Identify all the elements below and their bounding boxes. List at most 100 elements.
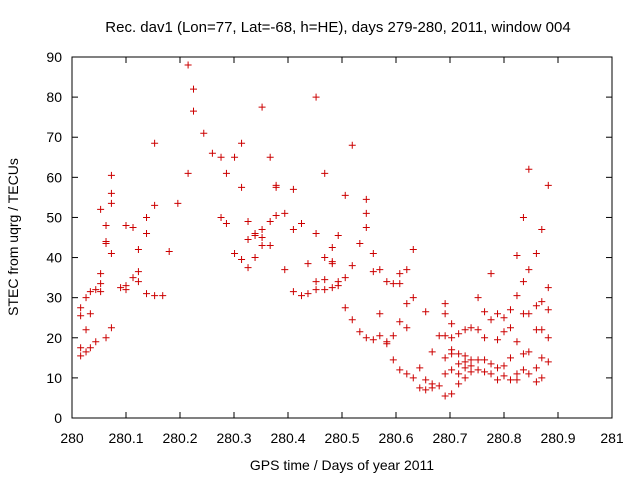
data-point [513,292,521,300]
data-point [448,366,456,374]
data-point [532,250,540,258]
data-point [328,284,336,292]
data-point [403,300,411,308]
data-point [409,246,417,254]
data-point [231,250,239,258]
data-point [487,316,495,324]
y-axis-ticks: 0 10 20 30 40 50 60 70 80 90 [46,49,612,426]
chart-title: Rec. dav1 (Lon=77, Lat=-68, h=HE), days … [105,19,570,36]
data-point [369,250,377,258]
data-point [258,103,266,111]
data-point [513,370,521,378]
data-point [396,318,404,326]
data-point [389,280,397,288]
data-point [416,364,424,372]
data-point [82,294,90,302]
data-point [494,364,502,372]
data-point [151,201,159,209]
data-point [231,153,239,161]
data-point [544,284,552,292]
data-point [455,330,463,338]
data-point [519,278,527,286]
data-point [348,262,356,270]
data-point [281,266,289,274]
data-point [455,350,463,358]
data-point [448,320,456,328]
data-point [506,376,514,384]
data-point [441,300,449,308]
data-point [362,209,370,217]
data-point [159,292,167,300]
data-point [304,290,312,298]
data-point [435,332,443,340]
data-point [403,324,411,332]
data-point [134,246,142,254]
data-point [97,280,105,288]
data-point [474,356,482,364]
data-point [409,374,417,382]
x-tick-label: 280.1 [108,430,143,446]
data-point [122,221,130,229]
data-point [117,284,125,292]
data-point [538,354,546,362]
data-point [97,270,105,278]
data-point [244,236,252,244]
data-point [217,153,225,161]
data-point [165,248,173,256]
data-point [334,231,342,239]
data-point [321,286,329,294]
data-point [82,348,90,356]
data-point [369,336,377,344]
data-point [298,292,305,300]
data-point [525,310,533,318]
x-tick-label: 280.4 [270,430,305,446]
data-point [107,324,115,332]
data-point [506,354,514,362]
data-point [441,354,449,362]
data-point [77,344,85,352]
data-point [538,298,546,306]
data-point [525,348,533,356]
data-point [321,276,329,284]
data-point [321,169,329,177]
data-point [461,374,469,382]
data-point [544,334,552,342]
data-point [92,286,100,294]
data-point [312,93,320,101]
data-point [455,380,463,388]
data-point [107,199,115,207]
data-point [134,268,142,276]
data-point [289,288,297,296]
data-point [102,240,110,248]
data-point [356,328,364,336]
data-point [494,376,502,384]
data-point [184,61,192,69]
data-point [122,286,130,294]
data-point [200,129,208,137]
data-point [481,308,489,316]
data-point [82,326,90,334]
y-tick-label: 0 [54,410,62,426]
data-point [272,211,280,219]
data-point [272,183,280,191]
x-tick-label: 280 [60,430,84,446]
data-point [500,314,508,322]
data-point [92,338,100,346]
y-tick-label: 20 [46,330,62,346]
data-point [281,209,289,217]
data-point [441,370,449,378]
data-point [356,240,364,248]
data-point [538,374,546,382]
x-tick-label: 280.5 [324,430,359,446]
data-point [289,225,297,233]
data-point [506,324,514,332]
data-point [448,334,456,342]
data-point [435,382,443,390]
data-point [532,378,540,386]
data-point [389,356,397,364]
data-point [129,223,137,231]
data-point [190,85,197,93]
data-point [403,266,411,274]
data-point [519,366,527,374]
data-point [422,376,430,384]
